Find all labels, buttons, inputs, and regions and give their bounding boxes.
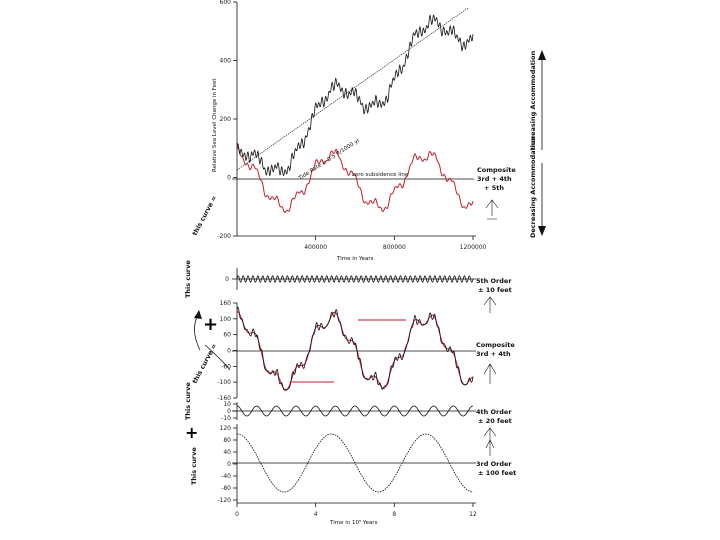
x-tick-label: 400000 <box>304 244 327 251</box>
y-tick-label: 0 <box>227 408 231 415</box>
fourth-label-1: 4th Order <box>476 408 512 416</box>
y-tick-label: 100 <box>220 316 232 323</box>
fifth-label-1: 5th Order <box>476 277 512 285</box>
plus-sign-2: + <box>185 423 198 442</box>
y-tick-label: -10 <box>221 415 231 422</box>
top-up-arrow-icon <box>485 199 499 220</box>
composite-3rd-4th-5th-series <box>236 147 474 213</box>
top-composite-label-3: + 5th <box>484 184 504 192</box>
decreasing-accommodation-label: Decreasing Accommodation <box>529 136 537 238</box>
y-tick-label: -160 <box>217 395 231 402</box>
y-tick-label: -200 <box>217 233 231 240</box>
fifth-label-2: ± 10 feet <box>478 286 512 294</box>
composite-left-label: this curve = <box>191 342 219 385</box>
baseline-label: zero subsidence line <box>352 172 409 178</box>
x-tick-label: 4 <box>314 511 318 518</box>
fifth-left-label: This curve <box>184 260 192 298</box>
fifth-up-arrow-icon <box>483 296 497 313</box>
top-x-axis-label: Time in Years <box>336 256 374 262</box>
composite-panel: 160 100 60 0 -60 -100 -160 Composite 3rd + 4th… <box>191 300 516 402</box>
increasing-arrow-icon <box>538 50 546 60</box>
y-tick-label: -60 <box>221 363 231 370</box>
third-x-axis-label: Time in 10⁵ Years <box>329 519 378 526</box>
fourth-order-panel: 100-10 4th Order ± 20 feet This curve + <box>184 382 512 442</box>
y-tick-label: 0 <box>227 348 231 355</box>
y-tick-label: 10 <box>223 401 231 408</box>
y-tick-label: 160 <box>220 300 232 307</box>
y-tick-label: -120 <box>217 497 231 504</box>
third-order-series <box>237 433 473 493</box>
y-tick-label: 40 <box>223 449 231 456</box>
fourth-left-label: This curve <box>184 382 192 420</box>
increasing-accommodation-label: Increasing Accommodation <box>529 50 537 150</box>
x-tick-label: 12 <box>469 511 477 518</box>
third-up-arrow-icon <box>485 439 495 456</box>
top-composite-label-1: Composite <box>477 166 516 174</box>
third-label-1: 3rd Order <box>476 460 512 468</box>
x-tick-label: 0 <box>235 511 239 518</box>
y-tick-label: -80 <box>221 485 231 492</box>
curved-arrow-1 <box>194 314 201 351</box>
composite-label-2: 3rd + 4th <box>476 350 511 358</box>
y-tick-label: 400 <box>220 58 232 65</box>
y-tick-label: -40 <box>221 473 231 480</box>
y-tick-label: 80 <box>223 437 231 444</box>
plus-sign-1: + <box>203 314 218 335</box>
fourth-label-2: ± 20 feet <box>478 417 512 425</box>
composite-plus-subsidence-series <box>236 14 474 177</box>
y-tick-label: 60 <box>223 332 231 339</box>
decreasing-arrow-icon <box>538 226 546 236</box>
third-label-2: ± 100 feet <box>478 469 516 477</box>
composite-up-arrow-icon <box>483 363 497 384</box>
y-tick-label: 0 <box>227 461 231 468</box>
x-tick-label: 1200000 <box>460 244 487 251</box>
y-tick-label: 600 <box>220 0 232 6</box>
y-tick-label: -100 <box>217 379 231 386</box>
fifth-y-tick: 0 <box>225 276 229 283</box>
fifth-order-panel: 0 5th Order ± 10 feet This curve + <box>184 260 512 335</box>
y-tick-label: 200 <box>220 116 232 123</box>
x-tick-label: 800000 <box>383 244 406 251</box>
top-y-axis-label: Relative Sea Level Change in Feet <box>212 78 218 172</box>
top-composite-label-2: 3rd + 4th <box>477 175 512 183</box>
composite-label-1: Composite <box>476 341 515 349</box>
composite-black-series <box>236 306 474 391</box>
x-tick-label: 8 <box>392 511 396 518</box>
third-order-panel: 120 80 40 0 -40 -80 -120 0 4 8 12 Time in 10⁵ Yea… <box>190 424 516 526</box>
y-tick-label: 120 <box>220 425 232 432</box>
fourth-order-series <box>237 405 473 417</box>
curved-arrow-icon-1 <box>194 310 202 319</box>
fifth-order-series <box>236 275 474 283</box>
top-left-label: this curve = <box>191 194 219 237</box>
curved-arrow-2 <box>204 344 231 371</box>
y-tick-label: 0 <box>227 175 231 182</box>
third-left-label: This curve <box>190 447 198 485</box>
